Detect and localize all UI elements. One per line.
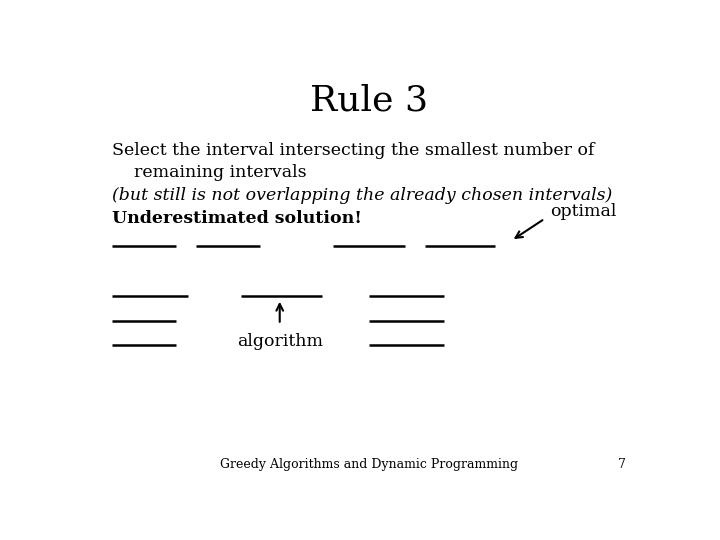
Text: Select the interval intersecting the smallest number of: Select the interval intersecting the sma… [112, 141, 595, 159]
Text: 7: 7 [618, 458, 626, 471]
Text: Greedy Algorithms and Dynamic Programming: Greedy Algorithms and Dynamic Programmin… [220, 458, 518, 471]
Text: (but still is not overlapping the already chosen intervals): (but still is not overlapping the alread… [112, 187, 613, 204]
Text: Rule 3: Rule 3 [310, 83, 428, 117]
Text: algorithm: algorithm [237, 333, 323, 350]
Text: Underestimated solution!: Underestimated solution! [112, 210, 362, 227]
Text: optimal: optimal [550, 203, 617, 220]
Text: remaining intervals: remaining intervals [112, 164, 307, 181]
